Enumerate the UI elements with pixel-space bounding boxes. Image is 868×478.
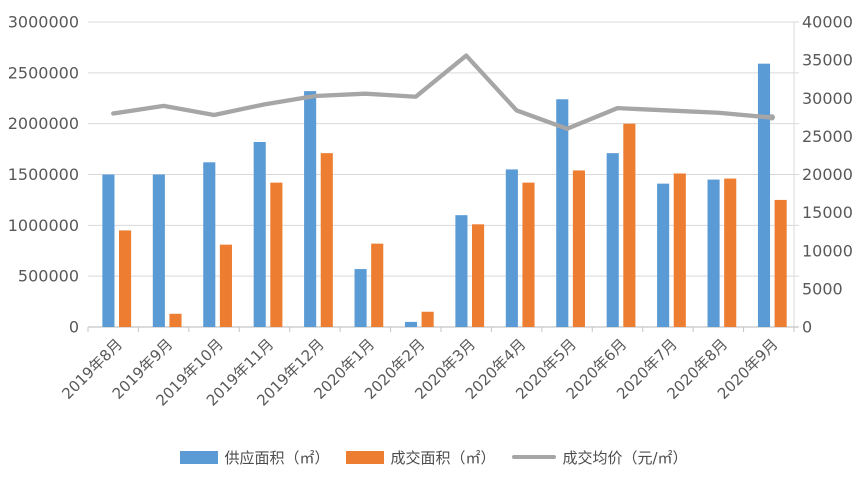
- y-axis-right-tick-label: 40000: [802, 13, 853, 32]
- bar-series-0: [102, 63, 771, 328]
- bar: [606, 153, 619, 327]
- bar-series-1: [119, 123, 787, 328]
- x-axis-ticks: [87, 327, 795, 332]
- legend-item-supply-area: 供应面积（㎡）: [180, 447, 329, 468]
- bar: [320, 153, 333, 327]
- bar: [119, 230, 132, 327]
- y-axis-right-tick-label: 5000: [802, 279, 843, 298]
- y-axis-right-tick-label: 10000: [802, 241, 853, 260]
- bar: [404, 321, 418, 327]
- average-price-swatch: [512, 454, 557, 460]
- bar: [253, 141, 266, 327]
- bar: [623, 123, 636, 328]
- legend: 供应面积（㎡） 成交面积（㎡） 成交均价（元/㎡）: [0, 445, 868, 469]
- bar: [169, 313, 182, 327]
- bar: [371, 243, 384, 327]
- y-axis-left-tick-label: 2000000: [8, 114, 79, 133]
- bar: [707, 179, 720, 327]
- average-price-line: [111, 53, 771, 131]
- bar: [472, 224, 485, 327]
- bar: [152, 174, 165, 327]
- bar: [757, 63, 771, 327]
- x-axis-labels: 2019年8月2019年9月2019年10月2019年11月2019年12月20…: [58, 335, 781, 409]
- y-axis-left-tick-label: 0: [69, 318, 79, 337]
- transaction-area-label: 成交面积（㎡）: [390, 448, 496, 467]
- y-axis-right-tick-label: 0: [802, 318, 812, 337]
- bar: [657, 183, 670, 327]
- bar: [673, 173, 686, 327]
- y-axis-left-tick-label: 1000000: [8, 216, 79, 235]
- y-axis-left: 0 500000 1000000 1500000 2000000 2500000 30000…: [8, 13, 79, 337]
- y-axis-right-tick-label: 15000: [802, 203, 853, 222]
- bar: [724, 178, 737, 327]
- bar: [522, 182, 535, 327]
- legend-item-transaction-area: 成交面积（㎡）: [346, 447, 495, 468]
- bar: [421, 311, 434, 327]
- y-axis-right-tick-label: 25000: [802, 127, 853, 146]
- y-axis-right: 0 5000 10000 15000 20000 25000 30000 35000 40000: [802, 13, 853, 337]
- gridlines: [88, 21, 799, 277]
- supply-area-swatch: [180, 450, 219, 464]
- bar: [774, 199, 787, 327]
- bar: [304, 91, 317, 327]
- y-axis-right-tick-label: 35000: [802, 51, 853, 70]
- bar: [219, 244, 232, 327]
- line-end-marker: [768, 114, 775, 121]
- bar: [102, 174, 115, 327]
- legend-item-average-price: 成交均价（元/㎡）: [512, 447, 688, 468]
- y-axis-right-tick-label: 20000: [802, 165, 853, 184]
- supply-area-label: 供应面积（㎡）: [224, 448, 330, 467]
- bar: [572, 170, 585, 327]
- bar: [270, 182, 283, 327]
- y-axis-left-tick-label: 1500000: [8, 165, 79, 184]
- y-axis-left-tick-label: 3000000: [8, 13, 79, 32]
- plot-area: 0 500000 1000000 1500000 2000000 2500000 30000…: [8, 13, 853, 410]
- bar: [203, 162, 216, 327]
- y-axis-left-tick-label: 500000: [18, 267, 79, 286]
- bar: [455, 215, 468, 327]
- bar: [505, 169, 518, 327]
- transaction-area-swatch: [346, 450, 385, 464]
- y-axis-right-tick-label: 30000: [802, 89, 853, 108]
- bar: [556, 99, 569, 328]
- average-price-label: 成交均价（元/㎡）: [562, 448, 688, 467]
- bar: [354, 269, 367, 327]
- y-axis-left-tick-label: 2500000: [8, 63, 79, 82]
